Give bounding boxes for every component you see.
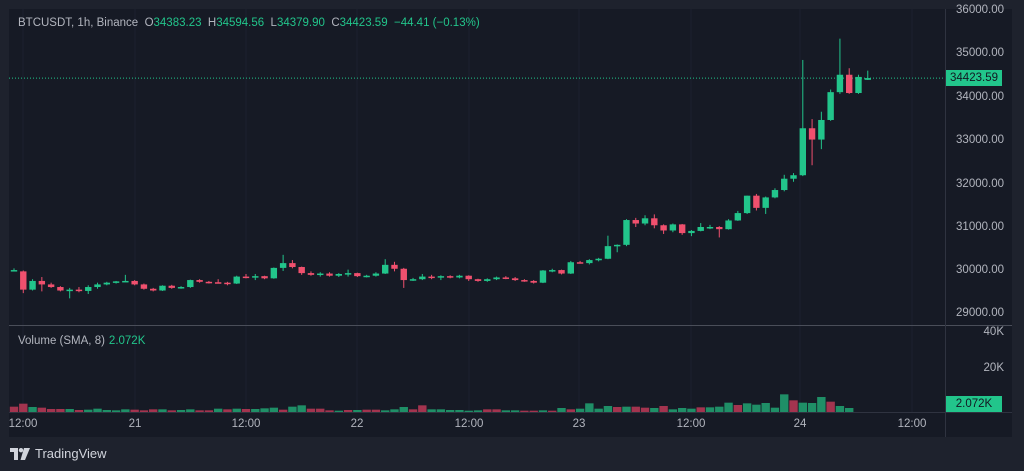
pane-separator[interactable] — [9, 325, 1012, 326]
price-tick: 33000.00 — [956, 134, 1004, 146]
volume-tick: 20K — [983, 362, 1004, 374]
time-label: 12:00 — [676, 418, 706, 430]
chart-frame: 36000.00 35000.00 34000.00 33000.00 3200… — [9, 4, 1012, 437]
price-tick: 30000.00 — [956, 264, 1004, 276]
volume-pane[interactable] — [9, 326, 945, 412]
time-axis-border — [9, 412, 1012, 413]
time-label: 24 — [793, 418, 807, 430]
open-prefix: O — [144, 17, 154, 29]
last-price-label: 34423.59 — [946, 70, 1002, 86]
time-label: 23 — [572, 418, 586, 430]
time-label: 12:00 — [454, 418, 484, 430]
time-label: 22 — [350, 418, 364, 430]
low-value: 34379.90 — [276, 17, 325, 29]
high-value: 34594.56 — [216, 17, 265, 29]
price-tick: 34000.00 — [956, 91, 1004, 103]
price-axis[interactable]: 36000.00 35000.00 34000.00 33000.00 3200… — [946, 4, 1012, 412]
price-tick: 35000.00 — [956, 47, 1004, 59]
price-tick: 29000.00 — [956, 307, 1004, 319]
volume-legend-label[interactable]: Volume (SMA, 8) — [18, 335, 105, 347]
time-label: 21 — [128, 418, 142, 430]
close-value: 34423.59 — [339, 17, 388, 29]
close-prefix: C — [331, 17, 340, 29]
price-tick: 36000.00 — [956, 4, 1004, 16]
volume-tick: 40K — [983, 326, 1004, 338]
brand-name: TradingView — [35, 446, 107, 461]
time-axis[interactable]: 12:00 21 12:00 22 12:00 23 12:00 24 12:0… — [9, 413, 945, 437]
price-tick: 31000.00 — [956, 221, 1004, 233]
candlestick-plot[interactable] — [9, 9, 945, 325]
change-value: −44.41 (−0.13%) — [393, 17, 480, 29]
price-axis-border — [945, 9, 946, 437]
volume-bars-plot[interactable] — [9, 326, 945, 412]
time-label: 12:00 — [231, 418, 261, 430]
time-label: 12:00 — [8, 418, 38, 430]
last-volume-label: 2.072K — [946, 396, 1002, 412]
tradingview-logo-icon — [10, 447, 30, 460]
low-prefix: L — [270, 17, 277, 29]
price-tick: 32000.00 — [956, 178, 1004, 190]
symbol-title[interactable]: BTCUSDT, 1h, Binance — [18, 17, 139, 29]
symbol-legend[interactable]: BTCUSDT, 1h, Binance O34383.23 H34594.56… — [18, 17, 480, 29]
price-pane[interactable] — [9, 9, 945, 325]
time-label: 12:00 — [897, 418, 927, 430]
volume-legend[interactable]: Volume (SMA, 8) 2.072K — [18, 335, 145, 347]
open-value: 34383.23 — [153, 17, 202, 29]
high-prefix: H — [207, 17, 217, 29]
volume-legend-value: 2.072K — [108, 335, 146, 347]
tradingview-brand[interactable]: TradingView — [10, 446, 107, 461]
